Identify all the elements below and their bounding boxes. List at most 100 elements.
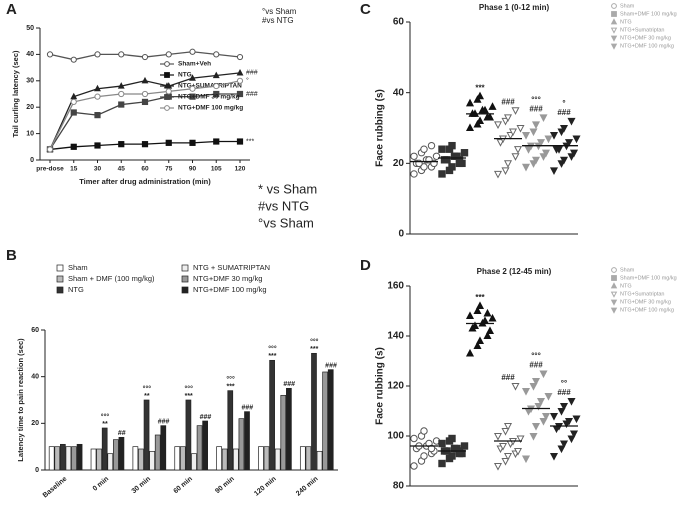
y-tick-label: 50 xyxy=(26,25,34,32)
x-axis-title: Timer after drug administration (min) xyxy=(79,177,211,186)
marker xyxy=(189,48,196,55)
marker xyxy=(503,422,513,431)
marker xyxy=(465,311,475,320)
marker xyxy=(567,435,576,444)
marker xyxy=(438,439,446,448)
marker xyxy=(165,88,172,95)
bar xyxy=(107,453,114,471)
bar xyxy=(143,399,150,471)
bar xyxy=(185,399,192,471)
marker xyxy=(539,114,548,122)
bar xyxy=(311,352,317,471)
significance-label: ## xyxy=(118,430,126,437)
marker xyxy=(610,299,618,306)
marker xyxy=(521,132,531,140)
marker xyxy=(610,291,618,298)
bar xyxy=(196,425,203,471)
marker xyxy=(448,141,456,150)
marker xyxy=(521,163,531,172)
bar xyxy=(263,446,270,471)
bar xyxy=(76,443,83,471)
marker xyxy=(564,139,574,147)
x-tick-label: 75 xyxy=(165,166,173,173)
note: °vs Sham xyxy=(262,7,297,16)
legend-label: NTG+Sumatriptan xyxy=(620,27,664,33)
y-tick-label: 30 xyxy=(26,78,34,85)
y-tick-label: 20 xyxy=(393,158,405,169)
bar xyxy=(227,390,234,471)
bar xyxy=(48,446,55,471)
significance-label: ### xyxy=(325,363,337,370)
bar xyxy=(179,446,186,471)
significance-label: °°° xyxy=(101,413,110,421)
marker xyxy=(549,132,559,140)
marker xyxy=(465,123,475,132)
marker xyxy=(141,98,149,106)
y-tick-label: 40 xyxy=(26,51,34,58)
panel-label: D xyxy=(360,257,371,274)
x-tick-label: 60 min xyxy=(172,476,193,496)
significance-label: °°° xyxy=(310,338,319,346)
marker xyxy=(212,71,220,79)
note: #vs NTG xyxy=(262,16,294,25)
marker xyxy=(511,382,520,391)
bar xyxy=(71,446,77,471)
marker xyxy=(549,452,559,461)
legend-swatch xyxy=(181,264,189,272)
y-axis-title: Tail curling latency (sec) xyxy=(11,50,20,137)
marker xyxy=(141,76,149,84)
bar xyxy=(65,446,72,471)
marker xyxy=(480,105,490,114)
y-tick-label: 0 xyxy=(398,229,404,240)
x-tick-label: 90 min xyxy=(214,476,235,496)
y-tick-label: 40 xyxy=(393,87,405,98)
marker xyxy=(236,68,244,76)
footnote: °vs Sham xyxy=(258,215,314,230)
legend-label: Sham+Veh xyxy=(178,61,211,68)
marker xyxy=(189,85,196,92)
x-tick-label: 105 xyxy=(211,166,222,173)
marker xyxy=(117,82,125,89)
legend-label: Sham xyxy=(620,267,635,273)
chart-title: Phase 2 (12-45 min) xyxy=(477,267,552,276)
marker xyxy=(427,444,436,453)
significance-label: °°° xyxy=(531,352,541,361)
marker xyxy=(118,51,125,58)
marker xyxy=(213,138,220,145)
x-tick-label: 0 min xyxy=(92,476,111,493)
marker xyxy=(236,90,244,98)
marker xyxy=(213,51,220,58)
legend-label: NTG+DMF 100 mg/kg xyxy=(193,285,267,294)
marker xyxy=(213,82,220,90)
marker xyxy=(164,94,170,100)
bar xyxy=(244,411,250,471)
significance-label: ### xyxy=(529,361,543,370)
end-label: *** xyxy=(246,138,254,145)
legend-swatch xyxy=(56,264,64,272)
marker xyxy=(485,326,495,335)
marker xyxy=(70,143,77,150)
marker xyxy=(475,116,485,124)
marker xyxy=(611,275,617,281)
x-tick-label: 240 min xyxy=(295,476,319,498)
significance-label: *** xyxy=(226,384,234,391)
marker xyxy=(483,331,492,340)
marker xyxy=(438,170,446,178)
marker xyxy=(189,74,196,81)
marker xyxy=(488,102,497,110)
marker xyxy=(141,53,149,61)
marker xyxy=(610,27,618,34)
bar xyxy=(118,436,125,471)
bar xyxy=(286,387,292,471)
y-tick-label: 0 xyxy=(30,157,34,164)
legend-swatch xyxy=(56,275,64,283)
legend-label: NTG+DMF 100 mg/kg xyxy=(620,307,674,313)
x-tick-label: 45 xyxy=(118,166,126,173)
significance-label: ### xyxy=(557,388,571,397)
significance-label: ### xyxy=(241,405,253,412)
marker xyxy=(513,447,523,456)
x-tick-label: 30 xyxy=(94,166,102,173)
marker xyxy=(610,35,618,42)
panel-label: A xyxy=(6,1,17,18)
